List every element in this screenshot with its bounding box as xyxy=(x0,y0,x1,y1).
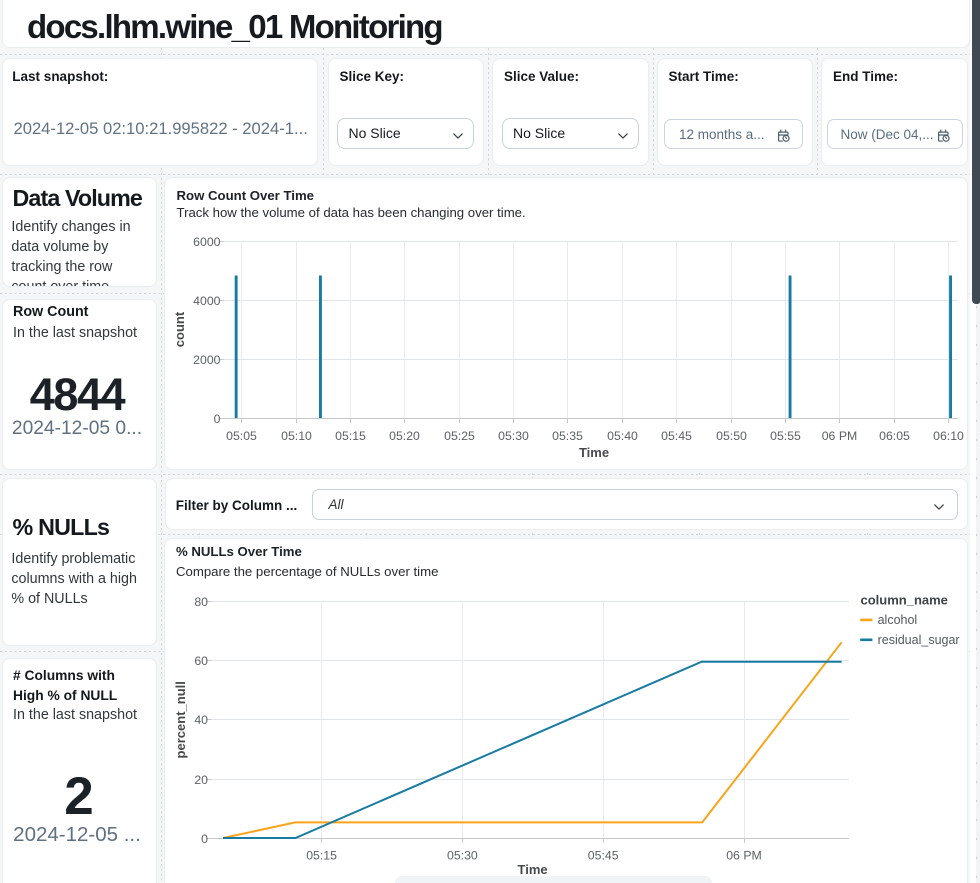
svg-text:alcohol: alcohol xyxy=(878,613,918,627)
svg-text:2000: 2000 xyxy=(193,353,221,367)
svg-text:05:30: 05:30 xyxy=(447,849,478,863)
svg-text:60: 60 xyxy=(194,654,208,668)
svg-text:0: 0 xyxy=(201,832,208,846)
svg-text:06 PM: 06 PM xyxy=(726,849,762,863)
svg-text:05:55: 05:55 xyxy=(770,429,801,443)
svg-text:05:50: 05:50 xyxy=(716,429,747,443)
svg-text:06:05: 06:05 xyxy=(879,429,910,443)
svg-text:column_name: column_name xyxy=(861,593,948,608)
svg-text:05:15: 05:15 xyxy=(335,429,366,443)
svg-text:05:20: 05:20 xyxy=(389,429,420,443)
svg-text:05:05: 05:05 xyxy=(226,429,257,443)
svg-text:0: 0 xyxy=(213,412,220,426)
svg-text:40: 40 xyxy=(194,713,208,727)
svg-text:05:25: 05:25 xyxy=(444,429,475,443)
svg-text:05:40: 05:40 xyxy=(607,429,638,443)
svg-text:4000: 4000 xyxy=(193,294,221,308)
svg-text:Time: Time xyxy=(518,862,548,877)
svg-text:percent_null: percent_null xyxy=(173,681,188,758)
svg-text:05:35: 05:35 xyxy=(552,429,583,443)
svg-text:residual_sugar: residual_sugar xyxy=(878,633,960,647)
svg-text:Time: Time xyxy=(578,445,608,460)
svg-text:20: 20 xyxy=(194,773,208,787)
svg-text:05:15: 05:15 xyxy=(306,849,337,863)
svg-text:05:10: 05:10 xyxy=(281,429,312,443)
svg-text:count: count xyxy=(172,311,187,347)
svg-text:05:45: 05:45 xyxy=(661,429,692,443)
svg-text:80: 80 xyxy=(194,595,208,609)
svg-text:6000: 6000 xyxy=(193,235,221,249)
svg-text:05:30: 05:30 xyxy=(498,429,529,443)
svg-text:05:45: 05:45 xyxy=(588,849,619,863)
svg-text:06 PM: 06 PM xyxy=(821,429,857,443)
svg-text:06:10: 06:10 xyxy=(933,429,964,443)
